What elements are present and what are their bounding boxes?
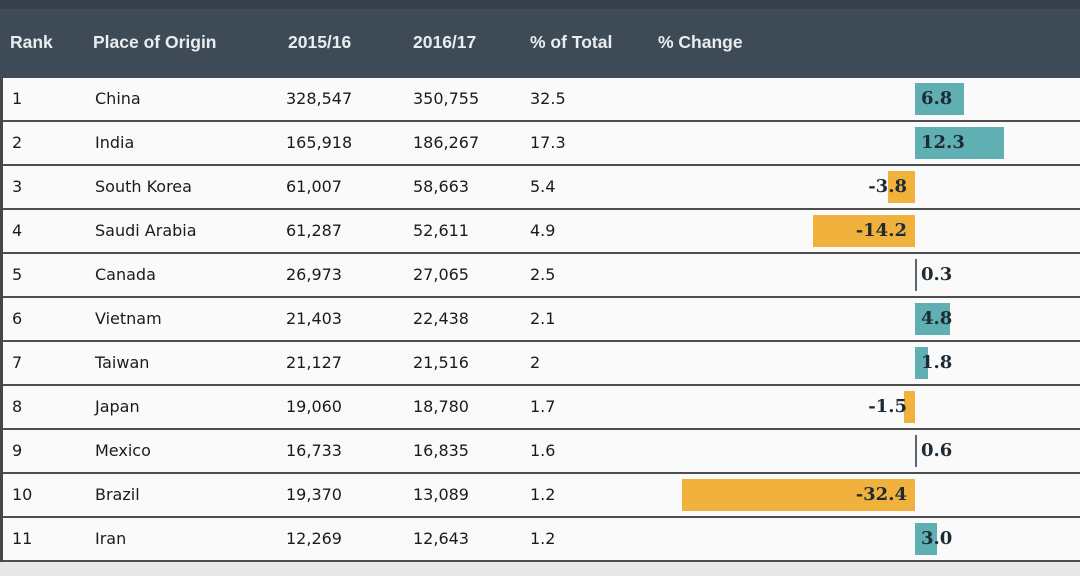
change-value-label: 6.8 [921,88,953,109]
rank-cell: 10 [12,485,33,504]
value-2015-16: 12,269 [286,529,342,548]
change-bar-positive [915,259,917,291]
change-value-label: -3.8 [868,176,907,197]
value-2016-17: 186,267 [413,133,480,152]
table-row: 6 Vietnam 21,403 22,438 2.1 4.8 [0,298,1080,342]
column-header-rank: Rank [10,32,53,52]
change-value-label: 3.0 [921,528,953,549]
place-cell: Taiwan [95,353,150,372]
rank-cell: 11 [12,529,33,548]
column-header-2015-16: 2015/16 [288,32,352,52]
place-cell: Canada [95,265,156,284]
value-2016-17: 21,516 [413,353,469,372]
change-bar-negative [813,215,915,247]
value-2015-16: 165,918 [286,133,353,152]
rank-cell: 8 [12,397,23,416]
place-cell: Mexico [95,441,151,460]
rank-cell: 1 [12,89,23,108]
change-value-label: 4.8 [921,308,953,329]
change-bar-positive [915,435,917,467]
change-bar-positive [915,523,937,555]
place-cell: China [95,89,141,108]
value-2016-17: 16,835 [413,441,469,460]
change-value-label: -32.4 [855,484,907,505]
change-bar-negative [682,479,915,511]
pct-of-total-cell: 17.3 [530,133,566,152]
change-bar-positive [915,347,928,379]
value-2016-17: 18,780 [413,397,469,416]
pct-of-total-cell: 1.2 [530,529,556,548]
rank-cell: 5 [12,265,23,284]
value-2015-16: 61,007 [286,177,342,196]
column-header-2016-17: 2016/17 [413,32,477,52]
header-top-strip [0,0,1080,9]
change-value-label: 1.8 [921,352,953,373]
pct-of-total-cell: 5.4 [530,177,556,196]
table-left-border [0,78,3,562]
rank-cell: 9 [12,441,23,460]
value-2015-16: 26,973 [286,265,342,284]
table-row: 8 Japan 19,060 18,780 1.7 -1.5 [0,386,1080,430]
pct-of-total-cell: 1.7 [530,397,556,416]
place-cell: Iran [95,529,127,548]
pct-of-total-cell: 4.9 [530,221,556,240]
change-bar-positive [915,83,964,115]
table-row: 11 Iran 12,269 12,643 1.2 3.0 [0,518,1080,562]
place-cell: Brazil [95,485,140,504]
table-body: 1 China 328,547 350,755 32.5 6.8 2 India… [0,78,1080,562]
column-header-pct-change: % Change [658,32,743,52]
change-bar-positive [915,127,1004,159]
place-cell: India [95,133,135,152]
value-2015-16: 21,403 [286,309,342,328]
column-header-place-of-origin: Place of Origin [93,32,217,52]
pct-of-total-cell: 2 [530,353,541,372]
place-cell: Japan [95,397,140,416]
place-cell: Saudi Arabia [95,221,197,240]
value-2016-17: 12,643 [413,529,469,548]
change-value-label: 12.3 [921,132,965,153]
change-value-label: 0.6 [921,440,953,461]
rank-cell: 7 [12,353,23,372]
rank-cell: 2 [12,133,23,152]
table-row: 2 India 165,918 186,267 17.3 12.3 [0,122,1080,166]
column-header-pct-of-total: % of Total [530,32,613,52]
table-row: 9 Mexico 16,733 16,835 1.6 0.6 [0,430,1080,474]
place-cell: Vietnam [95,309,162,328]
value-2016-17: 58,663 [413,177,469,196]
pct-of-total-cell: 1.2 [530,485,556,504]
rank-cell: 4 [12,221,23,240]
table-row: 3 South Korea 61,007 58,663 5.4 -3.8 [0,166,1080,210]
value-2015-16: 21,127 [286,353,342,372]
table-row: 1 China 328,547 350,755 32.5 6.8 [0,78,1080,122]
value-2015-16: 61,287 [286,221,342,240]
value-2016-17: 52,611 [413,221,469,240]
change-bar-negative [888,171,915,203]
pct-of-total-cell: 1.6 [530,441,556,460]
value-2016-17: 22,438 [413,309,469,328]
table-header-row: Rank Place of Origin 2015/16 2016/17 % o… [0,0,1080,78]
value-2015-16: 16,733 [286,441,342,460]
value-2016-17: 13,089 [413,485,469,504]
pct-of-total-cell: 2.5 [530,265,556,284]
change-value-label: 0.3 [921,264,953,285]
change-bar-negative [904,391,915,423]
change-value-label: -14.2 [855,220,907,241]
table-row: 5 Canada 26,973 27,065 2.5 0.3 [0,254,1080,298]
pct-of-total-cell: 32.5 [530,89,566,108]
change-value-label: -1.5 [868,396,907,417]
value-2015-16: 19,370 [286,485,342,504]
table-row: 4 Saudi Arabia 61,287 52,611 4.9 -14.2 [0,210,1080,254]
value-2016-17: 27,065 [413,265,469,284]
change-bar-positive [915,303,950,335]
rank-cell: 6 [12,309,23,328]
table-row: 7 Taiwan 21,127 21,516 2 1.8 [0,342,1080,386]
place-cell: South Korea [95,177,192,196]
value-2015-16: 328,547 [286,89,353,108]
value-2016-17: 350,755 [413,89,480,108]
rank-cell: 3 [12,177,23,196]
table-row: 10 Brazil 19,370 13,089 1.2 -32.4 [0,474,1080,518]
pct-of-total-cell: 2.1 [530,309,556,328]
value-2015-16: 19,060 [286,397,342,416]
